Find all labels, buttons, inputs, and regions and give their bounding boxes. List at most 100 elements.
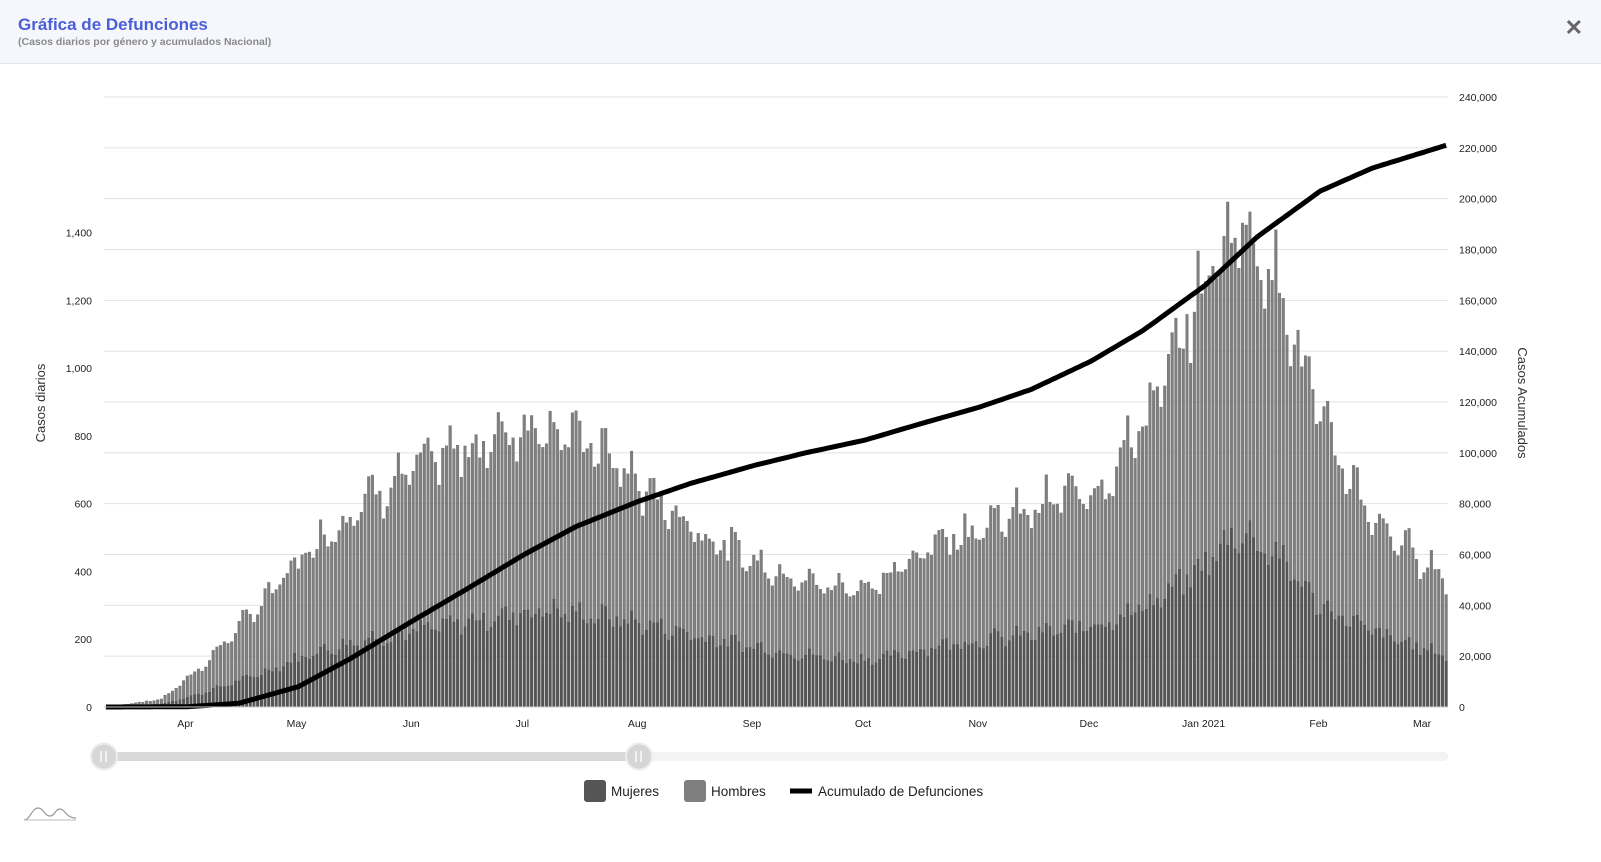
- bar-hombres[interactable]: [237, 621, 241, 682]
- bar-mujeres[interactable]: [1281, 545, 1285, 708]
- bar-mujeres[interactable]: [1392, 641, 1396, 708]
- bar-hombres[interactable]: [1141, 426, 1145, 612]
- bar-hombres[interactable]: [352, 525, 356, 646]
- bar-hombres[interactable]: [667, 529, 671, 641]
- bar-hombres[interactable]: [918, 558, 922, 650]
- bar-mujeres[interactable]: [1259, 552, 1263, 708]
- bar-hombres[interactable]: [1181, 348, 1185, 595]
- close-icon[interactable]: ✕: [1564, 15, 1583, 40]
- bar-hombres[interactable]: [596, 463, 600, 620]
- bar-hombres[interactable]: [482, 441, 485, 614]
- bar-hombres[interactable]: [1148, 382, 1152, 595]
- bar-hombres[interactable]: [463, 445, 467, 627]
- bar-mujeres[interactable]: [441, 618, 445, 708]
- bar-hombres[interactable]: [226, 643, 230, 687]
- bar-hombres[interactable]: [1007, 518, 1011, 641]
- bar-mujeres[interactable]: [1096, 624, 1100, 708]
- bar-mujeres[interactable]: [1004, 646, 1008, 708]
- bar-hombres[interactable]: [1296, 329, 1300, 582]
- bar-hombres[interactable]: [1352, 465, 1356, 617]
- bar-hombres[interactable]: [1270, 280, 1274, 557]
- bar-hombres[interactable]: [833, 585, 837, 657]
- bar-hombres[interactable]: [389, 487, 393, 643]
- bar-hombres[interactable]: [544, 443, 548, 614]
- bar-mujeres[interactable]: [778, 650, 782, 708]
- bar-mujeres[interactable]: [844, 663, 848, 708]
- bar-hombres[interactable]: [844, 593, 848, 664]
- bar-hombres[interactable]: [174, 688, 178, 702]
- bar-hombres[interactable]: [367, 476, 371, 639]
- bar-hombres[interactable]: [337, 530, 341, 650]
- bar-mujeres[interactable]: [544, 613, 548, 708]
- bar-hombres[interactable]: [1067, 473, 1070, 621]
- bar-hombres[interactable]: [385, 506, 389, 644]
- bar-hombres[interactable]: [1263, 308, 1267, 555]
- bar-mujeres[interactable]: [1166, 583, 1170, 708]
- bar-mujeres[interactable]: [1152, 605, 1156, 708]
- bar-hombres[interactable]: [1189, 363, 1193, 589]
- bar-hombres[interactable]: [267, 582, 271, 671]
- bar-mujeres[interactable]: [1422, 648, 1426, 708]
- bar-mujeres[interactable]: [1015, 626, 1019, 708]
- bar-hombres[interactable]: [804, 580, 808, 656]
- bar-mujeres[interactable]: [1303, 581, 1307, 708]
- bar-hombres[interactable]: [637, 491, 641, 624]
- bar-hombres[interactable]: [219, 645, 223, 688]
- bar-hombres[interactable]: [1015, 487, 1019, 627]
- bar-mujeres[interactable]: [907, 651, 911, 708]
- bar-mujeres[interactable]: [1440, 655, 1444, 708]
- bar-mujeres[interactable]: [1255, 551, 1259, 708]
- bar-hombres[interactable]: [156, 699, 160, 705]
- bar-mujeres[interactable]: [841, 659, 845, 708]
- bar-hombres[interactable]: [1429, 550, 1433, 644]
- bar-hombres[interactable]: [1385, 523, 1389, 630]
- bar-mujeres[interactable]: [944, 638, 948, 708]
- bar-mujeres[interactable]: [541, 616, 545, 708]
- bar-hombres[interactable]: [1229, 242, 1233, 529]
- bar-hombres[interactable]: [696, 533, 700, 639]
- bar-mujeres[interactable]: [1081, 631, 1085, 708]
- bar-hombres[interactable]: [1403, 530, 1407, 641]
- bar-hombres[interactable]: [1337, 465, 1341, 617]
- bar-hombres[interactable]: [992, 508, 996, 629]
- bar-mujeres[interactable]: [959, 649, 963, 708]
- bar-hombres[interactable]: [278, 584, 282, 672]
- bar-hombres[interactable]: [915, 552, 919, 653]
- bar-mujeres[interactable]: [1326, 600, 1330, 708]
- bar-hombres[interactable]: [1063, 485, 1067, 626]
- bar-mujeres[interactable]: [737, 641, 741, 708]
- bar-hombres[interactable]: [1111, 496, 1115, 631]
- bar-hombres[interactable]: [581, 452, 585, 621]
- bar-hombres[interactable]: [1370, 535, 1374, 636]
- bar-hombres[interactable]: [493, 434, 497, 623]
- bar-hombres[interactable]: [315, 549, 319, 655]
- bar-hombres[interactable]: [322, 534, 326, 645]
- bar-hombres[interactable]: [570, 412, 574, 607]
- bar-hombres[interactable]: [270, 593, 274, 672]
- bar-mujeres[interactable]: [1063, 624, 1067, 708]
- bar-mujeres[interactable]: [1241, 543, 1244, 708]
- bar-mujeres[interactable]: [581, 619, 585, 708]
- bar-hombres[interactable]: [1100, 479, 1104, 625]
- bar-mujeres[interactable]: [1178, 569, 1182, 708]
- bar-mujeres[interactable]: [622, 619, 626, 708]
- bar-mujeres[interactable]: [407, 634, 411, 708]
- bar-hombres[interactable]: [1137, 431, 1141, 606]
- bar-hombres[interactable]: [611, 468, 615, 628]
- bar-hombres[interactable]: [1152, 390, 1156, 606]
- bar-hombres[interactable]: [748, 565, 752, 648]
- bar-mujeres[interactable]: [530, 617, 534, 708]
- bar-hombres[interactable]: [230, 641, 234, 686]
- bar-hombres[interactable]: [778, 564, 782, 651]
- bar-mujeres[interactable]: [637, 623, 641, 708]
- bar-hombres[interactable]: [411, 471, 415, 630]
- bar-mujeres[interactable]: [726, 646, 730, 708]
- bar-mujeres[interactable]: [1037, 627, 1041, 708]
- bar-mujeres[interactable]: [915, 651, 919, 708]
- bar-mujeres[interactable]: [911, 650, 915, 708]
- bar-hombres[interactable]: [1281, 298, 1285, 546]
- bar-mujeres[interactable]: [1244, 533, 1248, 708]
- bar-hombres[interactable]: [211, 650, 215, 689]
- bar-mujeres[interactable]: [818, 655, 822, 708]
- bar-mujeres[interactable]: [1092, 624, 1096, 708]
